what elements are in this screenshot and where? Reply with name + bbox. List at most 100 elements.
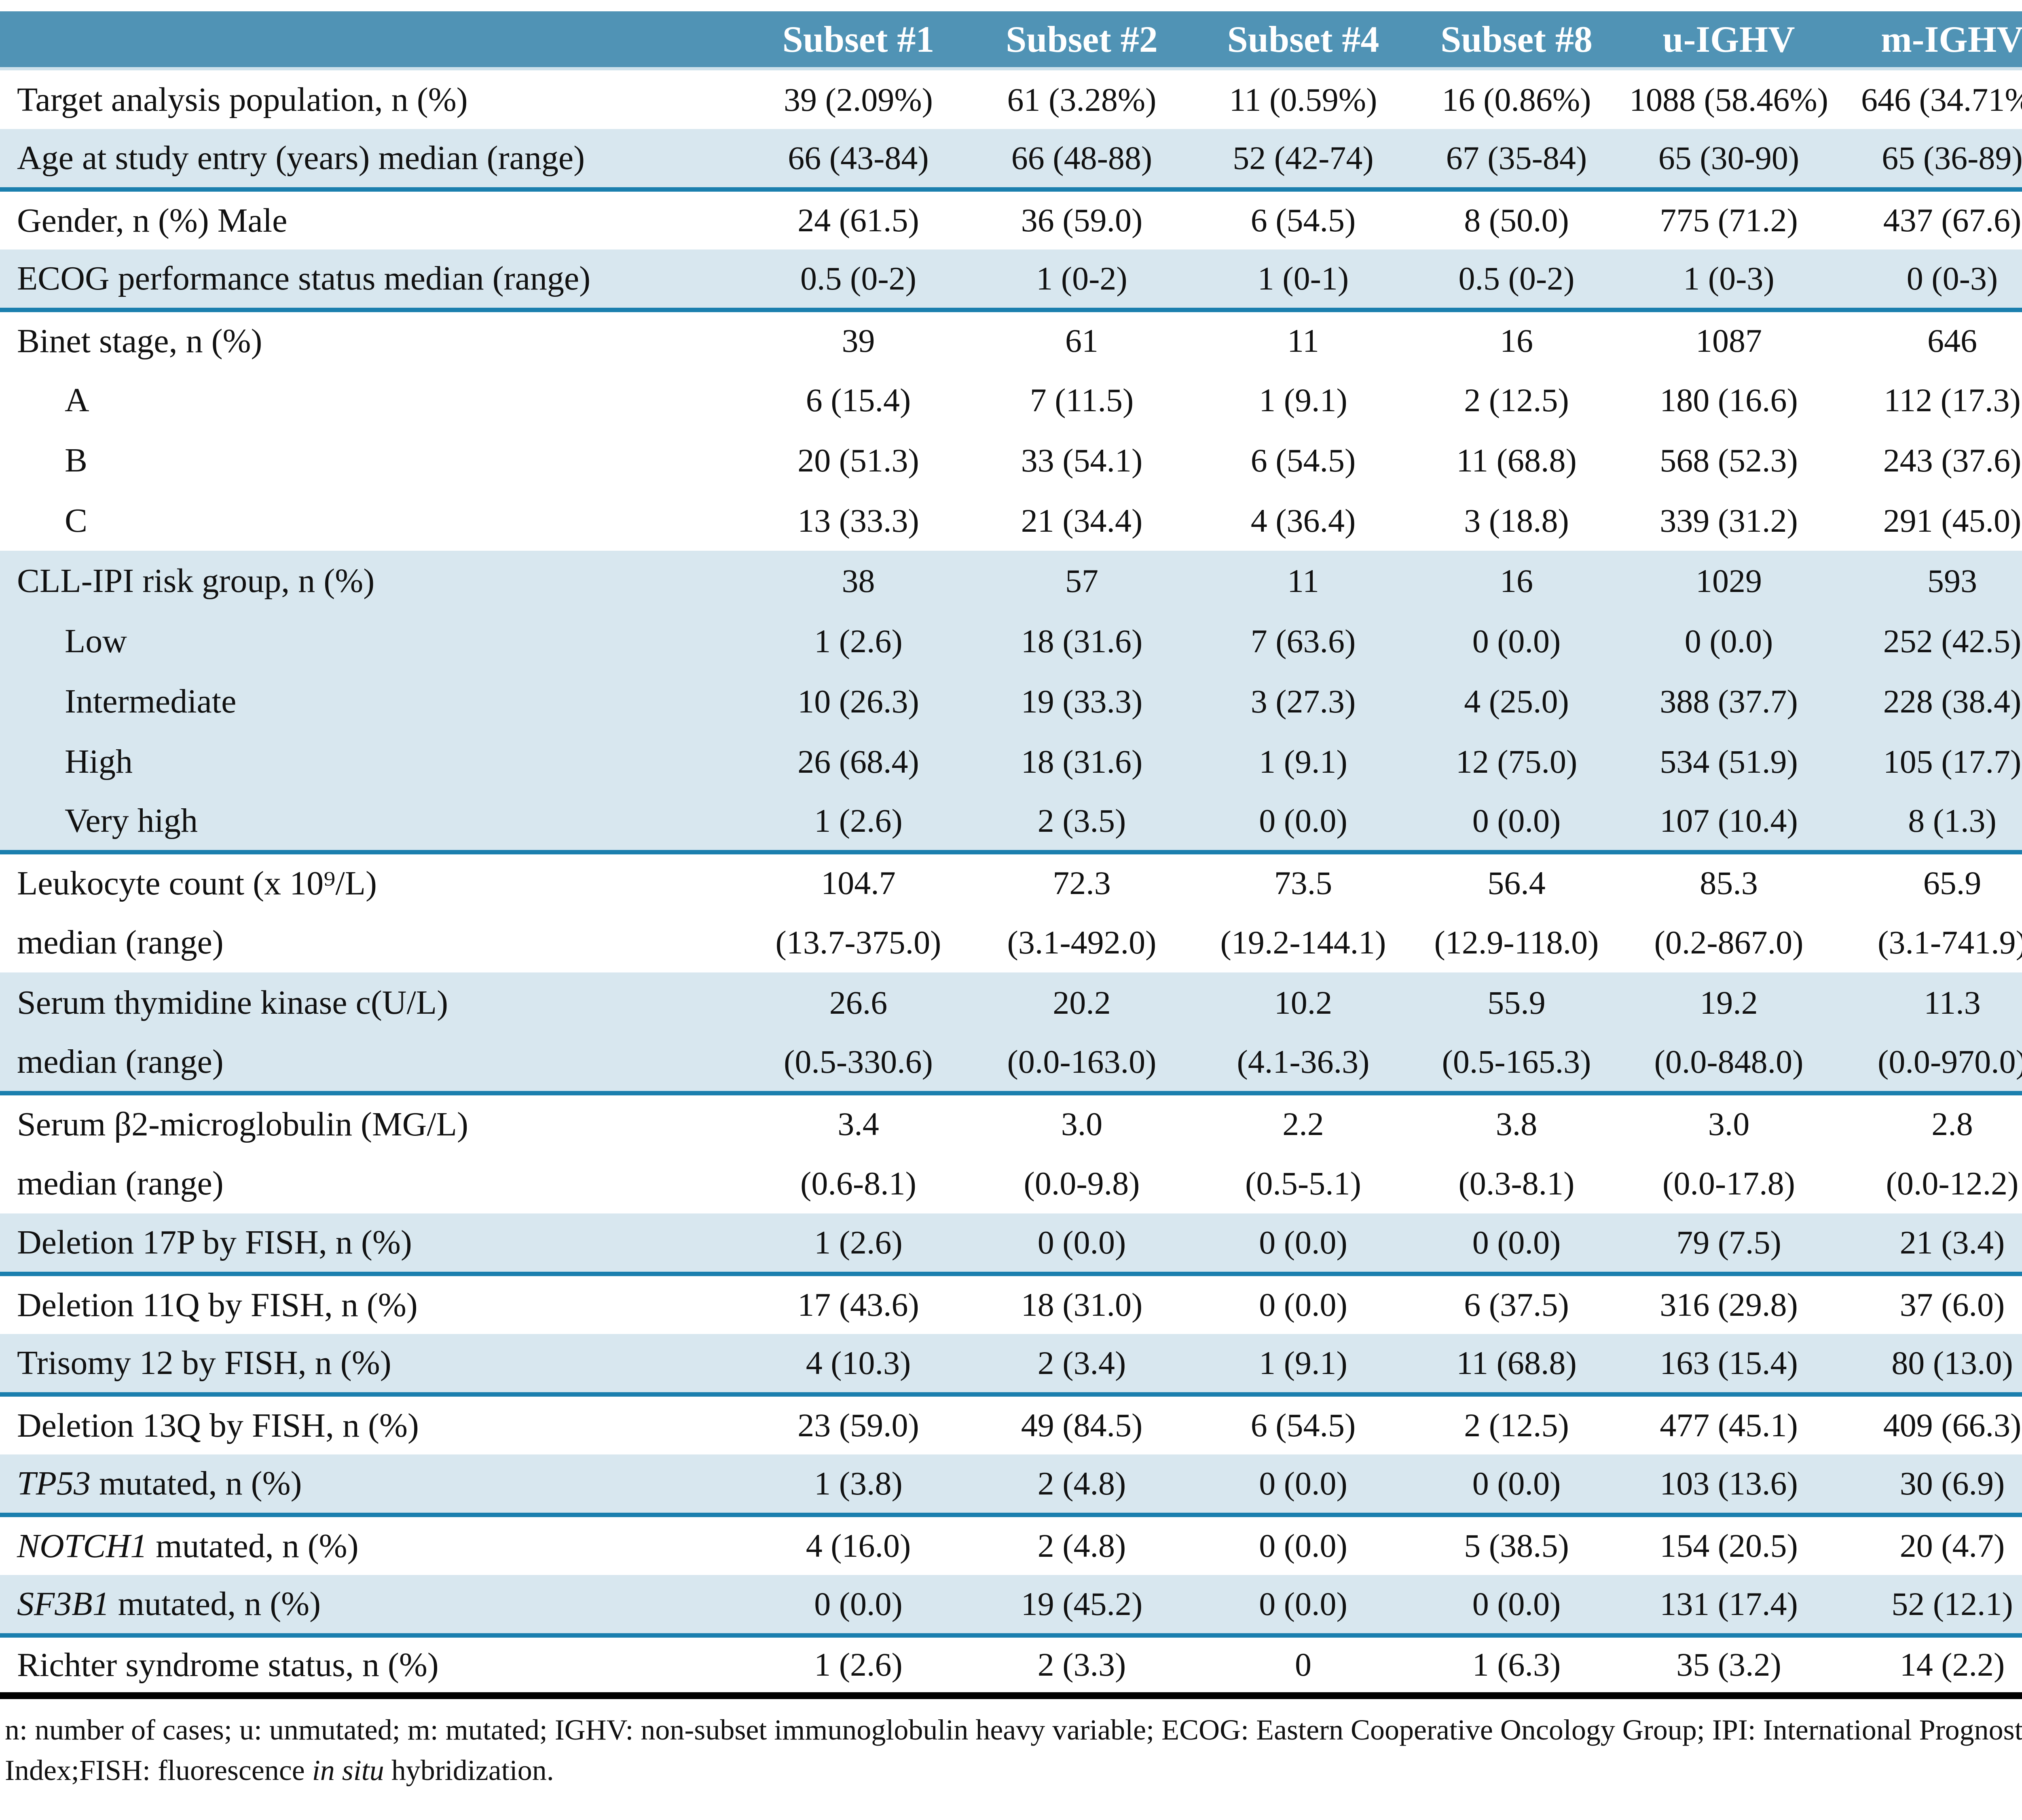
- cell-value: 104.7: [748, 852, 969, 912]
- footnote-line-2: Index;FISH: fluorescence in situ hybridi…: [5, 1750, 2022, 1790]
- cell-value: 103 (13.6): [1622, 1454, 1836, 1517]
- cell-value: 21 (3.4): [1836, 1213, 2022, 1276]
- cell-value: 3.0: [969, 1093, 1195, 1153]
- cell-value: 2 (12.5): [1411, 1394, 1622, 1454]
- cell-value: 2.2: [1195, 1093, 1411, 1153]
- row-label-text: High: [65, 743, 133, 780]
- cell-value: 33 (54.1): [969, 430, 1195, 490]
- row-label-gene: TP53: [17, 1465, 91, 1503]
- cell-value: 66 (43-84): [748, 129, 969, 192]
- cell-value: 19 (33.3): [969, 671, 1195, 731]
- cell-value: 35 (3.2): [1622, 1635, 1836, 1699]
- cell-value: 2 (4.8): [969, 1454, 1195, 1517]
- cell-value: 1029: [1622, 551, 1836, 611]
- cell-value: 105 (17.7): [1836, 731, 2022, 792]
- cell-value: 0 (0.0): [748, 1575, 969, 1638]
- cell-value: 4 (16.0): [748, 1515, 969, 1575]
- cell-value: (0.0-17.8): [1622, 1153, 1836, 1213]
- cell-value: 39 (2.09%): [748, 69, 969, 129]
- row-label-text: Deletion 13Q by FISH, n (%): [17, 1406, 419, 1444]
- cell-value: 4 (36.4): [1195, 490, 1411, 551]
- column-header-uighv: u-IGHV: [1622, 11, 1836, 70]
- table-row: CLL-IPI risk group, n (%) 38 57 11 16 10…: [0, 551, 2022, 611]
- table-row: Deletion 13Q by FISH, n (%) 23 (59.0) 49…: [0, 1394, 2022, 1454]
- cell-value: 55.9: [1411, 972, 1622, 1033]
- cell-value: 2.8: [1836, 1093, 2022, 1153]
- column-header-mighv: m-IGHV: [1836, 11, 2022, 70]
- cell-value: 0 (0.0): [1411, 792, 1622, 854]
- row-label: Very high: [0, 792, 748, 854]
- row-label: Low: [0, 611, 748, 671]
- cell-value: 4 (10.3): [748, 1334, 969, 1397]
- table-row: Low 1 (2.6) 18 (31.6) 7 (63.6) 0 (0.0) 0…: [0, 611, 2022, 671]
- table-body: Target analysis population, n (%) 39 (2.…: [0, 69, 2022, 1699]
- cell-value: 17 (43.6): [748, 1274, 969, 1334]
- row-label-text: Intermediate: [65, 683, 237, 720]
- row-label: Deletion 13Q by FISH, n (%): [0, 1394, 748, 1454]
- cell-value: 0.5 (0-2): [748, 249, 969, 312]
- cell-value: 8 (1.3): [1836, 792, 2022, 854]
- table-row: Serum thymidine kinase c(U/L) 26.6 20.2 …: [0, 972, 2022, 1033]
- cell-value: 0 (0.0): [1411, 1454, 1622, 1517]
- cell-value: 2 (4.8): [969, 1515, 1195, 1575]
- cell-value: 0 (0-3): [1836, 249, 2022, 312]
- cell-value: 11 (68.8): [1411, 1334, 1622, 1397]
- cell-value: 18 (31.6): [969, 611, 1195, 671]
- cell-value: 3.8: [1411, 1093, 1622, 1153]
- cell-value: 6 (54.5): [1195, 430, 1411, 490]
- cell-value: (0.6-8.1): [748, 1153, 969, 1213]
- cell-value: (0.5-165.3): [1411, 1033, 1622, 1095]
- table-row: Gender, n (%) Male 24 (61.5) 36 (59.0) 6…: [0, 189, 2022, 249]
- footnote-line-2-post: hybridization.: [384, 1754, 554, 1786]
- cell-value: 57: [969, 551, 1195, 611]
- cell-value: 0: [1195, 1635, 1411, 1699]
- row-label: Serum β2-microglobulin (MG/L): [0, 1093, 748, 1153]
- cell-value: (0.0-970.0): [1836, 1033, 2022, 1095]
- column-header-subset8: Subset #8: [1411, 11, 1622, 70]
- cell-value: 1 (0-2): [969, 249, 1195, 312]
- table-row: High 26 (68.4) 18 (31.6) 1 (9.1) 12 (75.…: [0, 731, 2022, 792]
- row-label-text: Age at study entry (years) median (range…: [17, 139, 585, 177]
- row-label: CLL-IPI risk group, n (%): [0, 551, 748, 611]
- cell-value: 0 (0.0): [1195, 1575, 1411, 1638]
- footnote-insitu: in situ: [312, 1754, 384, 1786]
- cell-value: 1 (6.3): [1411, 1635, 1622, 1699]
- cell-value: 39: [748, 310, 969, 370]
- row-label: SF3B1 mutated, n (%): [0, 1575, 748, 1638]
- table-row: NOTCH1 mutated, n (%) 4 (16.0) 2 (4.8) 0…: [0, 1515, 2022, 1575]
- cell-value: (3.1-492.0): [969, 912, 1195, 972]
- cell-value: 20 (4.7): [1836, 1515, 2022, 1575]
- cell-value: 52 (42-74): [1195, 129, 1411, 192]
- table-row: Target analysis population, n (%) 39 (2.…: [0, 69, 2022, 129]
- cell-value: 24 (61.5): [748, 189, 969, 249]
- row-label-text: Low: [65, 622, 127, 660]
- cell-value: 85.3: [1622, 852, 1836, 912]
- cell-value: 0 (0.0): [969, 1213, 1195, 1276]
- cell-value: 154 (20.5): [1622, 1515, 1836, 1575]
- cell-value: 5 (38.5): [1411, 1515, 1622, 1575]
- cell-value: 21 (34.4): [969, 490, 1195, 551]
- cell-value: 38: [748, 551, 969, 611]
- row-label-text: Serum thymidine kinase c(U/L): [17, 984, 448, 1021]
- cell-value: 30 (6.9): [1836, 1454, 2022, 1517]
- cell-value: 2 (3.5): [969, 792, 1195, 854]
- cell-value: 0 (0.0): [1411, 1213, 1622, 1276]
- cell-value: 0 (0.0): [1411, 611, 1622, 671]
- table-row: median (range) (13.7-375.0) (3.1-492.0) …: [0, 912, 2022, 972]
- cell-value: 52 (12.1): [1836, 1575, 2022, 1638]
- cell-value: 1088 (58.46%): [1622, 69, 1836, 129]
- row-label-text: median (range): [17, 1165, 224, 1202]
- cell-value: 11: [1195, 310, 1411, 370]
- cell-value: 6 (54.5): [1195, 189, 1411, 249]
- cell-value: 66 (48-88): [969, 129, 1195, 192]
- cell-value: 3 (18.8): [1411, 490, 1622, 551]
- row-label: Age at study entry (years) median (range…: [0, 129, 748, 192]
- column-header-subset1: Subset #1: [748, 11, 969, 70]
- row-label-text: C: [65, 502, 88, 539]
- cell-value: 4 (25.0): [1411, 671, 1622, 731]
- cell-value: 18 (31.0): [969, 1274, 1195, 1334]
- cell-value: (0.0-163.0): [969, 1033, 1195, 1095]
- cell-value: (0.2-867.0): [1622, 912, 1836, 972]
- cell-value: 3.4: [748, 1093, 969, 1153]
- cell-value: (0.5-330.6): [748, 1033, 969, 1095]
